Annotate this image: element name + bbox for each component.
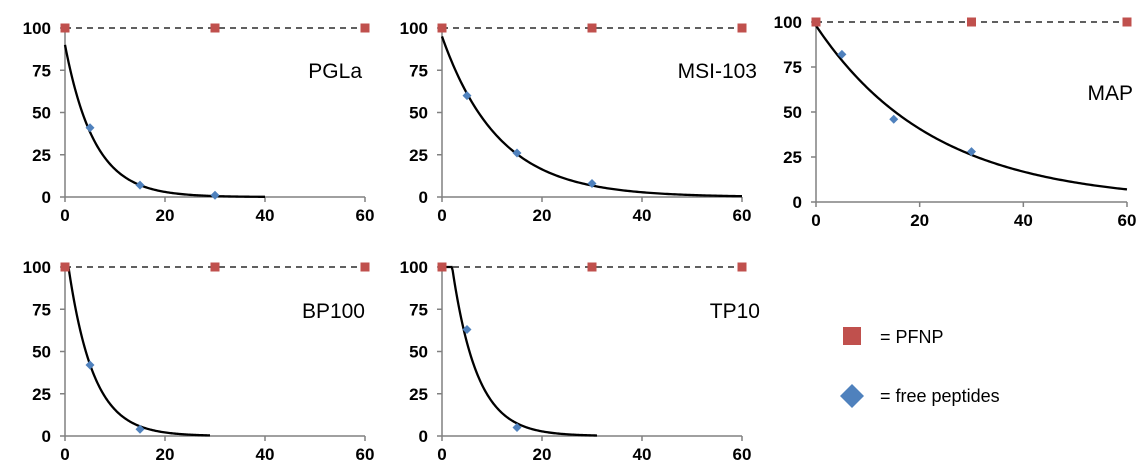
x-tick-label: 20 bbox=[910, 211, 929, 230]
y-tick-label: 25 bbox=[32, 385, 51, 404]
panel-pgla: 0 25 50 75 100 0 20 40 60 PGLa bbox=[23, 19, 375, 225]
fit-curve bbox=[63, 44, 266, 198]
fit-curve bbox=[815, 24, 1128, 191]
x-tick-label: 60 bbox=[733, 445, 752, 464]
y-tick-label: 75 bbox=[783, 58, 802, 77]
legend: = PFNP = free peptides bbox=[840, 327, 1000, 408]
y-tick-label: 0 bbox=[42, 188, 51, 207]
y-tick-label: 50 bbox=[32, 104, 51, 123]
legend-marker-pfnp bbox=[843, 327, 861, 345]
panel-label: MSI-103 bbox=[678, 60, 757, 83]
legend-label-pfnp: = PFNP bbox=[880, 327, 944, 347]
panels: 0 25 50 75 100 0 20 40 60 PGLa 0 25 50 75 100 0 20 40 60 MS… bbox=[23, 13, 1137, 464]
y-tick-label: 25 bbox=[783, 148, 802, 167]
y-tick-label: 50 bbox=[409, 343, 428, 362]
y-tick-label: 0 bbox=[793, 193, 802, 212]
free-peptide-point bbox=[135, 180, 145, 190]
y-tick-label: 0 bbox=[419, 427, 428, 446]
y-tick-label: 75 bbox=[32, 61, 51, 80]
free-peptide-point bbox=[512, 423, 522, 433]
x-tick-label: 60 bbox=[356, 206, 375, 225]
free-peptide-point bbox=[462, 325, 472, 335]
legend-marker-free-peptides bbox=[840, 384, 864, 408]
y-tick-label: 50 bbox=[409, 104, 428, 123]
panel-tp10: 0 25 50 75 100 0 20 40 60 TP10 bbox=[400, 258, 760, 464]
x-tick-label: 0 bbox=[811, 211, 820, 230]
pfnp-point bbox=[1122, 17, 1132, 27]
fit-curve bbox=[65, 265, 211, 437]
x-tick-label: 0 bbox=[60, 206, 69, 225]
x-tick-label: 40 bbox=[256, 206, 275, 225]
x-tick-label: 40 bbox=[633, 206, 652, 225]
pfnp-point bbox=[737, 262, 747, 272]
y-tick-label: 0 bbox=[42, 427, 51, 446]
pfnp-point bbox=[437, 23, 447, 33]
x-tick-label: 40 bbox=[256, 445, 275, 464]
pfnp-point bbox=[587, 262, 597, 272]
x-tick-label: 0 bbox=[60, 445, 69, 464]
x-tick-label: 0 bbox=[437, 445, 446, 464]
y-tick-label: 100 bbox=[774, 13, 802, 32]
pfnp-point bbox=[587, 23, 597, 33]
y-tick-label: 100 bbox=[23, 258, 51, 277]
free-peptide-point bbox=[837, 49, 847, 59]
legend-label-free-peptides: = free peptides bbox=[880, 386, 1000, 406]
free-peptide-point bbox=[135, 424, 145, 434]
x-tick-label: 20 bbox=[156, 206, 175, 225]
x-tick-label: 20 bbox=[156, 445, 175, 464]
pfnp-point bbox=[967, 17, 976, 27]
free-peptide-point bbox=[512, 148, 522, 158]
x-tick-label: 40 bbox=[633, 445, 652, 464]
free-peptide-point bbox=[889, 114, 899, 124]
panel-map: 0 25 50 75 100 0 20 40 60 MAP bbox=[774, 13, 1137, 230]
panel-label: TP10 bbox=[710, 300, 760, 323]
y-tick-label: 75 bbox=[32, 300, 51, 319]
free-peptide-point bbox=[587, 178, 597, 188]
pfnp-point bbox=[437, 262, 447, 272]
pfnp-point bbox=[360, 262, 370, 272]
y-tick-label: 0 bbox=[419, 188, 428, 207]
y-tick-label: 25 bbox=[409, 385, 428, 404]
y-tick-label: 50 bbox=[32, 343, 51, 362]
x-tick-label: 60 bbox=[733, 206, 752, 225]
panel-label: PGLa bbox=[308, 60, 362, 83]
y-tick-label: 75 bbox=[409, 300, 428, 319]
x-tick-label: 60 bbox=[1118, 211, 1137, 230]
y-tick-label: 25 bbox=[409, 146, 428, 165]
panel-bp100: 0 25 50 75 100 0 20 40 60 BP100 bbox=[23, 258, 375, 464]
free-peptide-point bbox=[967, 147, 976, 157]
y-tick-label: 50 bbox=[783, 103, 802, 122]
y-tick-label: 100 bbox=[400, 19, 428, 38]
x-tick-label: 60 bbox=[356, 445, 375, 464]
y-tick-label: 25 bbox=[32, 146, 51, 165]
panel-msi-103: 0 25 50 75 100 0 20 40 60 MSI-103 bbox=[400, 19, 757, 225]
y-tick-label: 100 bbox=[23, 19, 51, 38]
fit-curve bbox=[442, 265, 598, 437]
panel-label: BP100 bbox=[302, 300, 365, 323]
pfnp-point bbox=[60, 262, 70, 272]
x-tick-label: 0 bbox=[437, 206, 446, 225]
pfnp-point bbox=[811, 17, 821, 27]
free-peptide-point bbox=[85, 360, 95, 370]
x-tick-label: 40 bbox=[1014, 211, 1033, 230]
panel-label: MAP bbox=[1087, 82, 1133, 105]
x-tick-label: 20 bbox=[533, 206, 552, 225]
pfnp-point bbox=[210, 23, 220, 33]
pfnp-point bbox=[360, 23, 370, 33]
y-tick-label: 100 bbox=[400, 258, 428, 277]
free-peptide-point bbox=[462, 91, 472, 101]
free-peptide-point bbox=[85, 123, 95, 133]
pfnp-point bbox=[60, 23, 70, 33]
pfnp-point bbox=[210, 262, 220, 272]
x-tick-label: 20 bbox=[533, 445, 552, 464]
pfnp-point bbox=[737, 23, 747, 33]
free-peptide-point bbox=[210, 190, 220, 200]
y-tick-label: 75 bbox=[409, 61, 428, 80]
